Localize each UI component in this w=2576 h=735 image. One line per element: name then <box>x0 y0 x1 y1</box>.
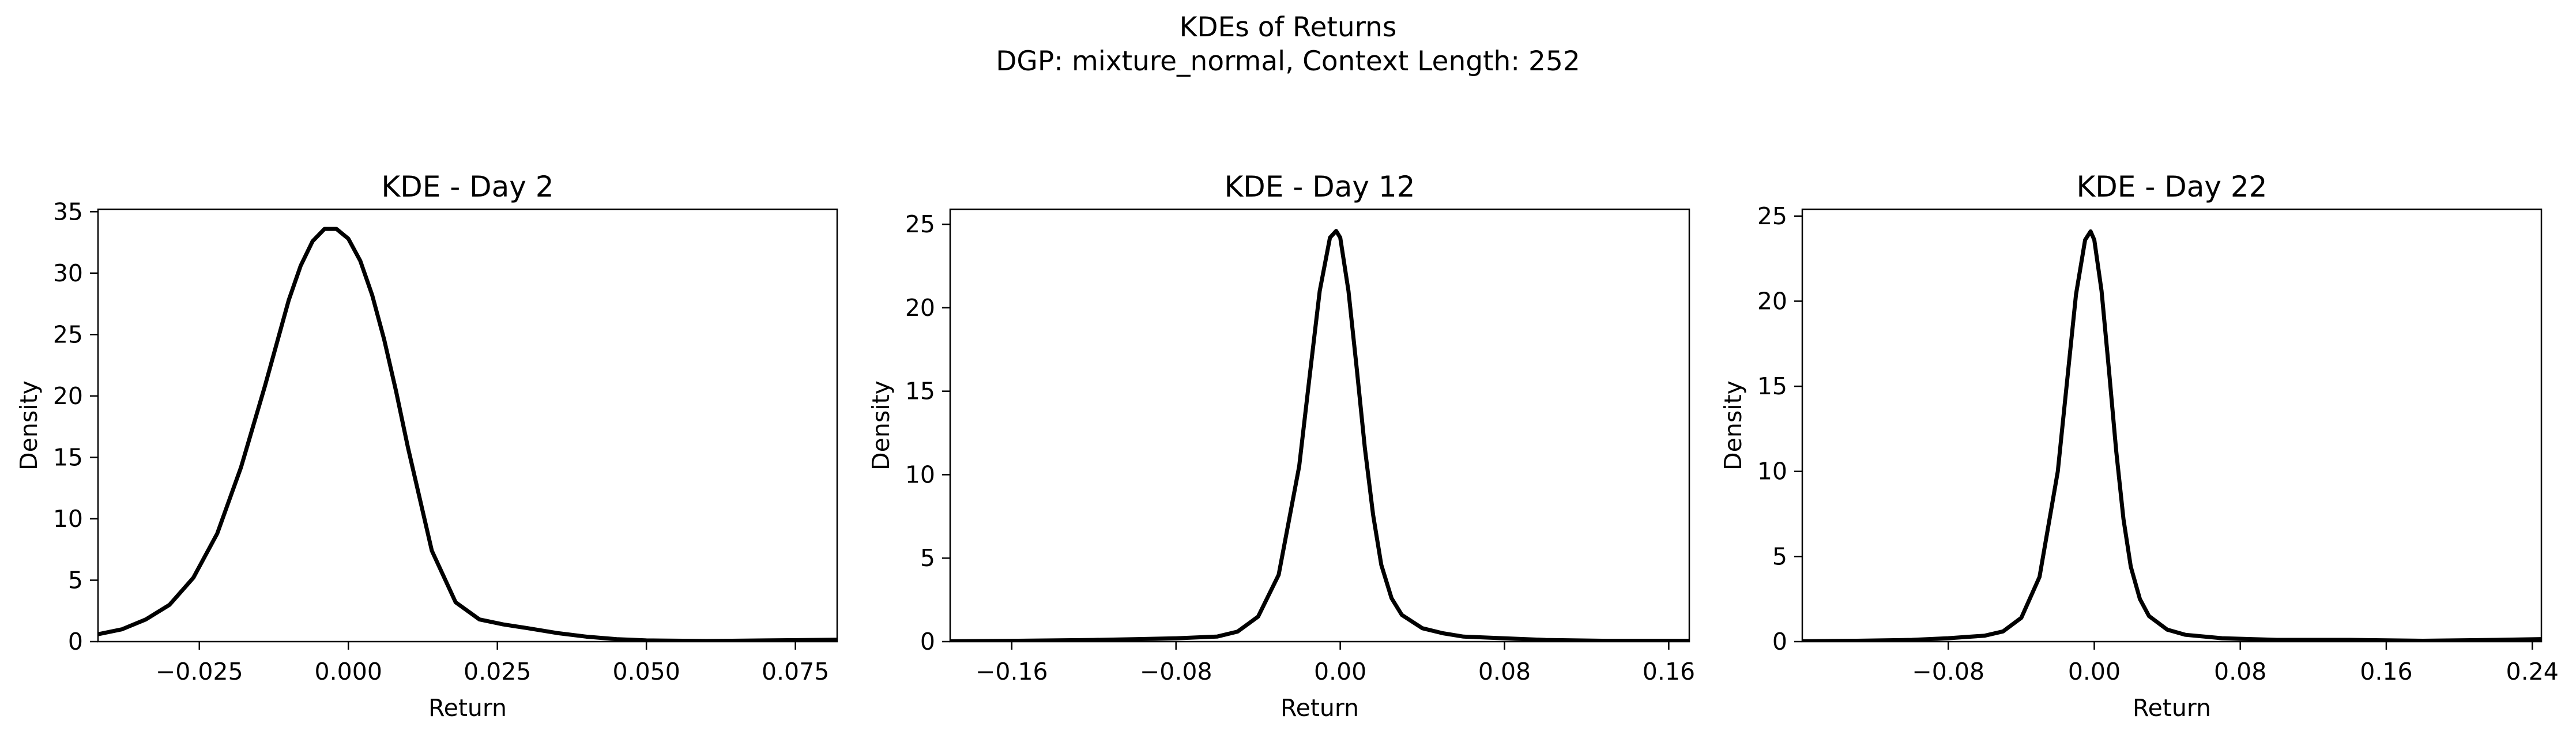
y-axis-label: Density <box>15 380 43 470</box>
x-axis-label: Return <box>2133 694 2211 722</box>
x-tick-label: 0.16 <box>2360 658 2412 685</box>
y-tick-label: 0 <box>1772 628 1787 655</box>
y-tick-label: 15 <box>1757 372 1787 400</box>
y-tick-label: 10 <box>905 461 935 488</box>
y-tick-label: 0 <box>68 628 83 655</box>
x-tick-label: −0.16 <box>976 658 1048 685</box>
y-tick-label: 35 <box>53 198 83 225</box>
kde-curve <box>1802 229 2541 642</box>
y-axis-label: Density <box>1719 380 1747 470</box>
x-tick-label: −0.08 <box>1912 658 1984 685</box>
axes-frame <box>1801 208 2543 643</box>
y-tick-label: 20 <box>905 294 935 322</box>
subplot-panels: −0.025 0.000 0.025 0.050 0.07505101520253035… <box>15 170 2559 722</box>
x-tick-label: 0.050 <box>612 658 680 685</box>
y-tick-label: 25 <box>905 210 935 238</box>
y-tick-label: 0 <box>920 628 935 655</box>
subplot-title: KDE - Day 2 <box>381 170 553 203</box>
y-tick-label: 5 <box>68 566 83 594</box>
x-tick-label: 0.08 <box>2214 658 2266 685</box>
y-tick-label: 5 <box>1772 542 1787 570</box>
x-tick-label: −0.08 <box>1140 658 1212 685</box>
x-tick-label: 0.16 <box>1643 658 1695 685</box>
y-tick-label: 15 <box>905 378 935 405</box>
subplot-3: −0.08 0.00 0.08 0.16 0.24 0 5 10 15 20 25 KDE - Day… <box>1719 170 2559 722</box>
subplot-title: KDE - Day 12 <box>1225 170 1415 203</box>
x-tick-label: 0.24 <box>2506 658 2559 685</box>
x-tick-label: 0.08 <box>1478 658 1531 685</box>
y-tick-label: 20 <box>1757 287 1787 315</box>
y-tick-label: 15 <box>53 443 83 471</box>
subplot-title: KDE - Day 22 <box>2077 170 2268 203</box>
y-tick-label: 5 <box>920 544 935 572</box>
x-tick-label: −0.025 <box>156 658 243 685</box>
x-axis-label: Return <box>1281 694 1359 722</box>
kde-curve <box>98 227 837 642</box>
y-axis-label: Density <box>867 380 895 470</box>
x-tick-label: 0.075 <box>762 658 829 685</box>
x-tick-label: 0.00 <box>1314 658 1366 685</box>
axes-frame <box>949 208 1690 643</box>
y-tick-label: 10 <box>53 505 83 533</box>
y-tick-label: 10 <box>1757 458 1787 485</box>
y-tick-label: 25 <box>53 321 83 348</box>
kde-curve <box>950 229 1689 642</box>
x-tick-label: 0.000 <box>315 658 382 685</box>
subplot-2: −0.16 −0.08 0.00 0.08 0.16 0 5 10 15 20 25 KDE - Da… <box>867 170 1695 722</box>
x-tick-label: 0.025 <box>464 658 531 685</box>
y-tick-label: 20 <box>53 382 83 410</box>
y-tick-label: 30 <box>53 259 83 287</box>
figure-title: KDEs of Returns <box>1180 12 1397 43</box>
axes-frame <box>97 208 838 643</box>
figure-subtitle: DGP: mixture_normal, Context Length: 252 <box>996 46 1580 77</box>
subplot-1: −0.025 0.000 0.025 0.050 0.075 0 5 10 15 20 25 30 35… <box>15 170 838 722</box>
y-tick-label: 25 <box>1757 202 1787 230</box>
x-axis-label: Return <box>428 694 507 722</box>
x-tick-label: 0.00 <box>2068 658 2121 685</box>
